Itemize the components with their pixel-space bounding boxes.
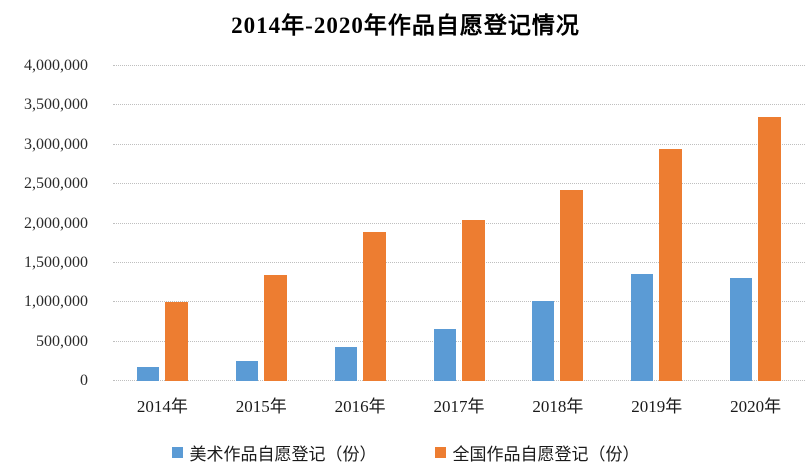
bar-group-2016 [311,66,410,381]
bar-series1-2016 [334,347,357,381]
y-axis-tick-label: 0 [80,372,88,389]
bar-group-2015 [212,66,311,381]
x-axis-tick-label: 2015年 [235,397,287,416]
gridline [113,104,805,106]
bar-group-2019 [607,66,706,381]
x-axis-tick-label: 2018年 [532,397,584,416]
gridline [113,340,805,342]
bar-series1-2017 [433,329,456,381]
bar-series2-2015 [263,275,287,381]
legend-label: 美术作品自愿登记（份） [189,445,377,464]
legend-swatch-icon [171,447,183,458]
gridline [113,143,805,145]
legend: 美术作品自愿登记（份） 全国作品自愿登记（份） [0,440,811,465]
x-axis-tick-label: 2019年 [631,397,683,416]
bar-series2-2017 [461,219,485,381]
y-axis: 0 500,000 1,000,000 1,500,000 2,000,000 2,500… [0,57,88,389]
y-axis-tick-label: 1,500,000 [24,253,88,271]
bar-group-2018 [508,66,607,381]
gridline [113,380,805,381]
bar-series1-2014 [136,366,159,381]
bar-series2-2020 [758,117,782,381]
legend-item-series2: 全国作品自愿登记（份） [434,440,640,465]
y-axis-tick-label: 3,000,000 [24,135,88,153]
y-axis-tick-label: 2,500,000 [24,175,88,193]
y-axis-tick-label: 1,000,000 [24,293,88,311]
bar-series2-2019 [659,149,683,381]
gridline [113,65,805,66]
legend-swatch-icon [434,447,446,458]
bar-group-2020 [706,66,805,381]
x-axis-tick-label: 2020年 [730,397,782,416]
bar-group-2014 [113,66,212,381]
gridline [113,301,805,303]
chart-title: 2014年-2020年作品自愿登记情况 [231,13,580,38]
gridline [113,261,805,263]
bar-series2-2018 [560,189,584,381]
x-axis: 2014年 2015年 2016年 2017年 2018年 2019年 2020年 [113,392,805,417]
y-axis-tick-label: 4,000,000 [24,57,88,74]
legend-label: 全国作品自愿登记（份） [452,445,640,464]
bar-group-2017 [410,66,509,381]
bar-series1-2020 [730,277,753,381]
bar-series2-2016 [362,232,386,381]
bar-series1-2015 [235,360,258,381]
gridline [113,222,805,224]
y-axis-tick-label: 2,000,000 [24,214,88,232]
x-axis-tick-label: 2014年 [136,397,188,416]
y-axis-tick-label: 500,000 [36,332,88,350]
bar-groups [113,66,805,381]
plot-area [113,65,805,381]
bar-series1-2019 [631,273,654,381]
gridline [113,183,805,185]
bar-series2-2014 [164,302,188,381]
bar-series1-2018 [532,301,555,381]
x-axis-tick-label: 2017年 [433,397,485,416]
legend-item-series1: 美术作品自愿登记（份） [171,440,377,465]
y-axis-tick-label: 3,500,000 [24,96,88,114]
x-axis-tick-label: 2016年 [334,397,386,416]
